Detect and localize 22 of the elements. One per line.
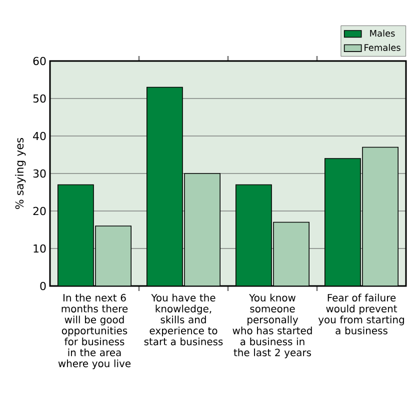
y-tick-label: 50 [33,94,46,103]
y-tick-label: 40 [33,132,46,140]
bar [273,222,310,286]
bar [95,226,132,286]
y-tick-label: 30 [33,169,46,178]
bar [236,184,272,286]
x-tick-label: You know someone personally who has started a business in the last 2 years [232,294,312,358]
bar [146,87,183,286]
bar [58,184,94,286]
bar [324,158,361,286]
legend-label: Females [364,44,400,51]
y-tick-label: 10 [34,244,46,253]
bar [184,174,220,286]
y-tick-label: 0 [40,282,46,290]
y-tick-label: 60 [33,56,46,66]
x-tick-label: Fear of failure would prevent you from starting a business [318,294,404,334]
x-tick-label: You have the knowledge, skills and experience to start a business [144,294,223,346]
legend-label: Males [370,30,395,37]
y-axis-title: % saying yes [15,138,26,209]
bar [362,146,398,286]
y-tick-label: 20 [33,206,46,216]
x-tick-label: In the next 6 months there will be good opportunities for business in the area where you live [58,294,131,370]
